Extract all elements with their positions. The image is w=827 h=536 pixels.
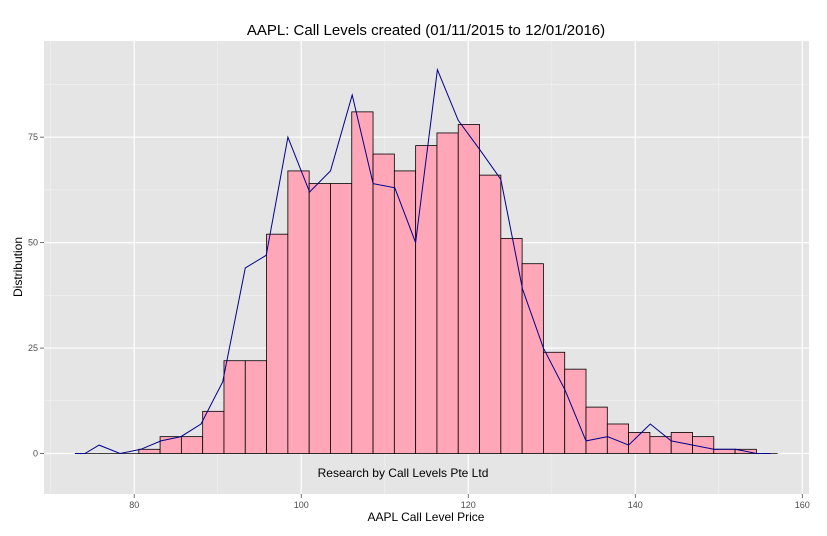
x-tick-label: 100 xyxy=(294,500,309,510)
x-tick-label: 160 xyxy=(795,500,810,510)
histogram-bar xyxy=(713,448,736,454)
histogram-bar xyxy=(543,351,566,454)
histogram-bar xyxy=(628,432,651,454)
x-axis-ticks: 80 100 120 140 160 xyxy=(129,494,810,510)
histogram-bar xyxy=(479,174,502,454)
histogram-bar xyxy=(457,124,480,454)
x-tick-label: 120 xyxy=(461,500,476,510)
histogram-bar xyxy=(223,360,246,454)
histogram-bars xyxy=(74,111,778,454)
x-tick-label: 140 xyxy=(628,500,643,510)
histogram-bar xyxy=(180,436,204,454)
research-annotation: Research by Call Levels Pte Ltd xyxy=(318,466,489,480)
chart-title: AAPL: Call Levels created (01/11/2015 to… xyxy=(247,22,605,39)
histogram-bar xyxy=(308,183,331,454)
histogram-bar xyxy=(521,263,544,454)
histogram-bar xyxy=(692,436,715,454)
distribution-line xyxy=(74,67,771,455)
histogram-bar xyxy=(585,406,608,454)
y-tick-label: 0 xyxy=(33,449,38,459)
y-axis-ticks: 0 25 50 75 xyxy=(28,132,44,459)
histogram-bar xyxy=(436,132,459,454)
histogram-bar xyxy=(202,410,225,454)
histogram-bar xyxy=(372,153,395,454)
histogram-bar xyxy=(266,233,289,454)
histogram-bar xyxy=(649,436,672,454)
histogram-bar xyxy=(564,368,587,454)
y-tick-label: 75 xyxy=(28,132,38,142)
x-tick-label: 80 xyxy=(129,500,139,510)
histogram-bar xyxy=(330,183,353,454)
histogram-bar xyxy=(287,170,310,454)
histogram-bar xyxy=(606,423,630,454)
histogram-bar xyxy=(351,111,374,454)
y-axis-title: Distribution xyxy=(11,237,25,297)
y-tick-label: 50 xyxy=(28,238,38,248)
histogram-bar xyxy=(244,360,267,454)
x-axis-title: AAPL Call Level Price xyxy=(368,510,485,524)
histogram-bar xyxy=(415,145,438,454)
y-tick-label: 25 xyxy=(28,343,38,353)
histogram-bar xyxy=(138,448,161,454)
